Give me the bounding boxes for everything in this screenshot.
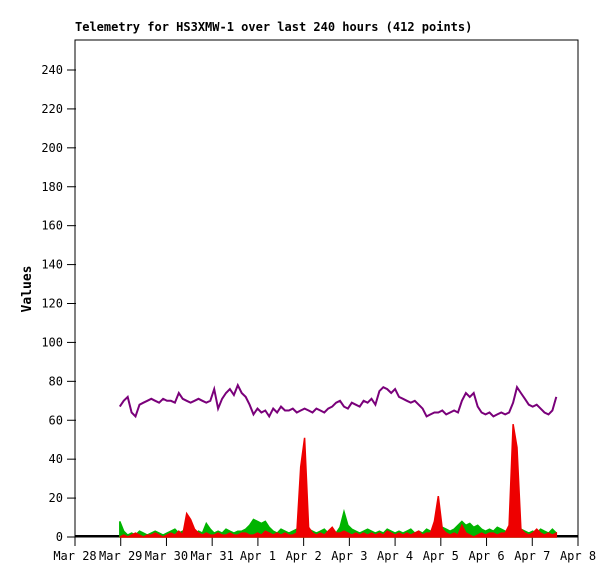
y-tick-label: 20 — [49, 491, 63, 505]
y-tick-label: 80 — [49, 374, 63, 388]
series-red-area — [119, 423, 558, 538]
x-tick-label: Mar 30 — [145, 549, 188, 563]
x-tick-label: Apr 1 — [240, 549, 276, 563]
plot-frame — [74, 39, 579, 538]
x-axis-ticks: Mar 28 Mar 29 Mar 30 Mar 31 Apr 1 Apr 2 Apr 3 A… — [53, 537, 596, 563]
y-tick-label: 60 — [49, 413, 63, 427]
y-tick-label: 140 — [41, 258, 63, 272]
y-axis-ticks: 0 20 40 60 80 100 120 140 160 180 200 220 240 — [41, 63, 76, 544]
x-tick-label: Apr 2 — [286, 549, 322, 563]
x-tick-label: Apr 3 — [331, 549, 367, 563]
x-tick-label: Apr 6 — [468, 549, 504, 563]
y-tick-label: 240 — [41, 63, 63, 77]
x-tick-label: Mar 31 — [191, 549, 234, 563]
y-tick-label: 220 — [41, 102, 63, 116]
x-tick-label: Mar 29 — [99, 549, 142, 563]
x-tick-label: Apr 4 — [377, 549, 413, 563]
x-tick-label: Apr 7 — [514, 549, 550, 563]
y-tick-label: 180 — [41, 180, 63, 194]
y-tick-label: 40 — [49, 452, 63, 466]
x-tick-label: Apr 5 — [423, 549, 459, 563]
y-tick-label: 200 — [41, 141, 63, 155]
y-tick-label: 100 — [41, 335, 63, 349]
chart-title: Telemetry for HS3XMW-1 over last 240 hou… — [75, 20, 473, 34]
series-purple-line — [118, 382, 558, 419]
y-tick-label: 0 — [56, 530, 63, 544]
x-tick-label: Mar 28 — [53, 549, 96, 563]
y-tick-label: 160 — [41, 219, 63, 233]
x-tick-label: Apr 8 — [560, 549, 596, 563]
y-axis-label: Values — [20, 266, 35, 313]
y-tick-label: 120 — [41, 297, 63, 311]
